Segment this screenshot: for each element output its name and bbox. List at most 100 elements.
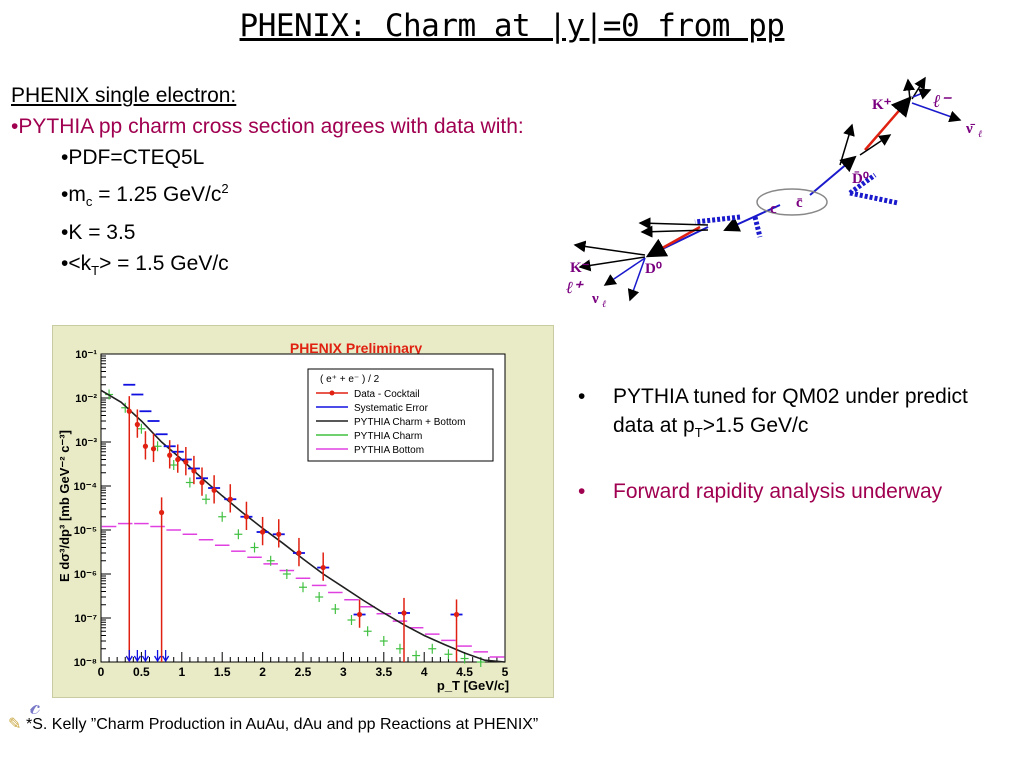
nubar-sub-label: ℓ bbox=[978, 129, 982, 140]
data-point bbox=[126, 408, 132, 414]
pencil-icon: ✎ bbox=[8, 716, 22, 733]
blue-track-left bbox=[723, 204, 781, 232]
x-tick-label: 0 bbox=[98, 665, 105, 679]
track-r2 bbox=[859, 134, 892, 156]
data-point bbox=[227, 496, 233, 502]
y-axis-label: E dσ³/dp³ [mb GeV⁻² c⁻³] bbox=[57, 430, 72, 582]
data-point bbox=[134, 421, 140, 428]
param-kt-prefix: •<k bbox=[61, 252, 92, 276]
x-tick-label: 1.5 bbox=[214, 665, 231, 679]
legend-label: PYTHIA Charm + Bottom bbox=[354, 417, 465, 428]
k-minus-label: K⁻ bbox=[570, 260, 590, 276]
data-point bbox=[211, 487, 217, 493]
decay-diagram: c c̄ K⁺ ℓ⁻ ν̄ ℓ D̄⁰ K⁻ D⁰ ℓ⁺ ν ℓ bbox=[566, 76, 982, 310]
legend-box bbox=[307, 368, 494, 462]
param-k: •K = 3.5 bbox=[61, 221, 136, 245]
x-tick-label: 4.5 bbox=[456, 665, 473, 679]
param-mc-sup: 2 bbox=[221, 181, 229, 196]
footnote: ✎ *S. Kelly ”Charm Production in AuAu, dA… bbox=[8, 714, 538, 734]
x-tick-label: 2.5 bbox=[295, 665, 312, 679]
data-point bbox=[356, 611, 363, 618]
limit-arrow-head bbox=[133, 655, 141, 663]
spectrum-chart: PHENIX Preliminary 0 0.5 1 1.5 2 2.5 3 3.5 4 4.5 5… bbox=[57, 340, 509, 693]
data-point bbox=[150, 446, 157, 452]
jet-left-down bbox=[752, 216, 763, 238]
data-point bbox=[453, 611, 460, 618]
intro-block: PHENIX single electron: •PYTHIA pp charm… bbox=[11, 80, 524, 286]
x-tick-label: 3.5 bbox=[375, 665, 392, 679]
red-track-d0bar bbox=[864, 96, 912, 151]
track-lepton-minus bbox=[912, 88, 932, 100]
limit-arrow-head bbox=[141, 655, 149, 663]
y-tick-label: 10⁻² bbox=[75, 393, 97, 405]
x-tick-label: 3 bbox=[340, 665, 347, 679]
track-l1 bbox=[638, 217, 709, 230]
c-quark-label: c bbox=[770, 201, 777, 217]
data-point bbox=[191, 468, 197, 474]
limit-arrow-head bbox=[154, 655, 162, 663]
x-tick-label: 0.5 bbox=[133, 665, 150, 679]
data-point bbox=[296, 550, 302, 556]
track-l4 bbox=[578, 256, 646, 272]
legend: ( e⁺ + e⁻ ) / 2 Data - Cocktail Systematic… bbox=[307, 368, 494, 462]
x-tick-label: 5 bbox=[502, 665, 509, 679]
x-tick-label: 4 bbox=[421, 665, 428, 679]
bullet-pythia: • PYTHIA tuned for QM02 under predict dat… bbox=[578, 382, 998, 447]
k-plus-label: K⁺ bbox=[872, 97, 892, 113]
legend-label: PYTHIA Charm bbox=[354, 431, 422, 442]
d0bar-label: D̄⁰ bbox=[852, 171, 869, 187]
intro-heading: PHENIX single electron: bbox=[11, 84, 237, 107]
y-tick-label: 10⁻⁵ bbox=[74, 525, 97, 537]
legend-header: ( e⁺ + e⁻ ) / 2 bbox=[320, 374, 380, 385]
data-point bbox=[401, 610, 407, 616]
jet-left bbox=[694, 214, 741, 225]
param-kt: •<kT> = 1.5 GeV/c bbox=[11, 248, 524, 286]
bullet-dot: • bbox=[578, 480, 586, 504]
nu-label: ν bbox=[591, 291, 599, 307]
slide-title: PHENIX: Charm at |y|=0 from pp bbox=[239, 8, 785, 44]
limit-arrow-head bbox=[125, 655, 133, 663]
track-l2 bbox=[640, 225, 709, 238]
data-point bbox=[243, 514, 250, 520]
track-r1 bbox=[839, 123, 855, 166]
data-point bbox=[320, 564, 326, 571]
footnote-text: *S. Kelly ”Charm Production in AuAu, dAu… bbox=[26, 716, 539, 733]
param-kt-value: > = 1.5 GeV/c bbox=[99, 252, 229, 276]
jet-right-up bbox=[848, 172, 877, 196]
x-axis-label: p_T [GeV/c] bbox=[437, 678, 509, 693]
legend-swatch-dot bbox=[329, 390, 335, 396]
legend-label: Data - Cocktail bbox=[354, 389, 420, 400]
y-tick-label: 10⁻¹ bbox=[75, 349, 97, 361]
intro-red-line: •PYTHIA pp charm cross section agrees wi… bbox=[11, 115, 524, 138]
bullet-pythia-sub: T bbox=[694, 425, 703, 441]
param-mc-value: = 1.25 GeV/c bbox=[92, 183, 222, 206]
lepton-minus-label: ℓ⁻ bbox=[933, 91, 953, 111]
track-nubar bbox=[911, 102, 962, 123]
bullet-pythia-text-b: >1.5 GeV/c bbox=[702, 414, 809, 437]
data-point bbox=[260, 529, 266, 535]
nu-sub-label: ℓ bbox=[602, 299, 606, 310]
lepton-plus-label: ℓ⁺ bbox=[566, 278, 584, 297]
y-tick-label: 10⁻⁶ bbox=[74, 569, 97, 581]
param-mc-sub: c bbox=[85, 194, 93, 210]
bullet-pythia-text: PYTHIA tuned for QM02 under predict data… bbox=[613, 385, 968, 437]
legend-label: PYTHIA Bottom bbox=[354, 445, 424, 456]
data-point bbox=[167, 452, 173, 458]
blue-track-right bbox=[809, 155, 857, 196]
red-track-d0 bbox=[645, 225, 701, 258]
bullet-forward-text: Forward rapidity analysis underway bbox=[613, 480, 943, 504]
legend-label: Systematic Error bbox=[354, 403, 429, 414]
track-l3 bbox=[573, 240, 646, 256]
charm-bottom-curve bbox=[100, 389, 506, 663]
quark-pair-oval bbox=[756, 188, 828, 216]
param-pdf: •PDF=CTEQ5L bbox=[61, 146, 205, 169]
bullet-forward: • Forward rapidity analysis underway bbox=[578, 477, 998, 506]
cbar-quark-label: c̄ bbox=[796, 195, 803, 211]
bullets: • PYTHIA tuned for QM02 under predict dat… bbox=[578, 382, 998, 536]
data-point bbox=[183, 459, 189, 465]
x-tick-label: 1 bbox=[178, 665, 185, 679]
data-point bbox=[159, 509, 165, 516]
track-r3 bbox=[903, 78, 916, 101]
x-tick-label: 2 bbox=[259, 665, 266, 679]
nubar-label: ν̄ bbox=[965, 121, 976, 137]
